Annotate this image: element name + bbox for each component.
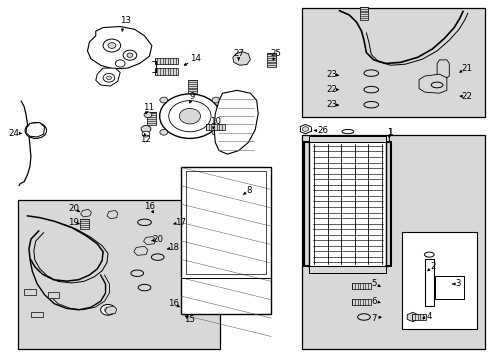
Polygon shape: [214, 90, 258, 154]
Circle shape: [144, 112, 152, 118]
Text: 16: 16: [143, 202, 155, 211]
Polygon shape: [407, 312, 417, 321]
Text: 22: 22: [460, 92, 471, 101]
Text: 3: 3: [454, 279, 460, 288]
Polygon shape: [147, 112, 156, 125]
Bar: [309, 266, 386, 273]
Text: 13: 13: [119, 16, 130, 25]
Circle shape: [212, 130, 220, 135]
Circle shape: [123, 50, 137, 60]
Circle shape: [160, 130, 167, 135]
Text: 26: 26: [316, 126, 327, 135]
Bar: [181, 167, 271, 315]
Bar: [309, 140, 386, 268]
Text: 2: 2: [429, 262, 435, 271]
Text: 4: 4: [426, 312, 432, 321]
Text: 21: 21: [460, 64, 471, 73]
Text: 23: 23: [326, 100, 337, 109]
Circle shape: [104, 307, 111, 312]
Circle shape: [127, 53, 133, 57]
Text: 20: 20: [152, 235, 163, 244]
Polygon shape: [436, 60, 448, 78]
Circle shape: [159, 94, 220, 138]
Text: 20: 20: [68, 204, 79, 213]
Circle shape: [115, 60, 125, 67]
Circle shape: [302, 127, 308, 131]
Text: 19: 19: [68, 218, 79, 227]
Polygon shape: [155, 68, 178, 75]
Bar: [185, 171, 266, 274]
Polygon shape: [143, 237, 156, 244]
Polygon shape: [80, 219, 89, 229]
Polygon shape: [31, 312, 43, 318]
Circle shape: [160, 97, 167, 103]
Polygon shape: [134, 246, 148, 255]
Text: 10: 10: [209, 117, 220, 126]
Polygon shape: [266, 53, 275, 67]
Text: 27: 27: [233, 49, 244, 58]
Circle shape: [101, 305, 115, 315]
Text: 9: 9: [189, 92, 195, 101]
Text: 25: 25: [270, 49, 281, 58]
Polygon shape: [187, 81, 196, 93]
Bar: [424, 259, 433, 306]
Circle shape: [106, 76, 111, 80]
Circle shape: [103, 73, 115, 82]
Text: 14: 14: [190, 54, 201, 63]
Text: 15: 15: [184, 315, 195, 324]
Text: 7: 7: [370, 314, 376, 323]
Text: 23: 23: [326, 70, 337, 79]
Polygon shape: [107, 211, 118, 219]
Polygon shape: [26, 123, 44, 137]
Polygon shape: [24, 289, 36, 295]
Polygon shape: [81, 210, 91, 217]
Circle shape: [212, 97, 220, 103]
Polygon shape: [105, 306, 117, 315]
Bar: [434, 276, 463, 300]
Circle shape: [25, 123, 46, 138]
Polygon shape: [205, 124, 224, 130]
Circle shape: [142, 131, 150, 137]
Polygon shape: [418, 74, 446, 93]
Bar: [302, 135, 484, 348]
Text: 1: 1: [386, 128, 391, 137]
Polygon shape: [96, 68, 120, 86]
Polygon shape: [232, 51, 250, 65]
Polygon shape: [155, 58, 178, 64]
Circle shape: [141, 126, 151, 133]
Circle shape: [31, 127, 41, 134]
Polygon shape: [351, 283, 370, 289]
Text: 22: 22: [326, 85, 337, 94]
Circle shape: [168, 100, 211, 132]
Text: 24: 24: [8, 129, 20, 138]
Text: 6: 6: [370, 297, 376, 306]
Text: 5: 5: [370, 279, 376, 288]
Polygon shape: [411, 314, 425, 320]
Text: 8: 8: [246, 186, 252, 195]
Circle shape: [108, 42, 116, 48]
Text: 18: 18: [168, 243, 179, 252]
Bar: [302, 8, 484, 117]
Polygon shape: [351, 299, 370, 305]
Bar: [401, 232, 476, 329]
Bar: [309, 136, 386, 142]
Polygon shape: [87, 27, 152, 69]
Polygon shape: [359, 7, 367, 19]
Text: 17: 17: [174, 218, 185, 227]
Circle shape: [103, 39, 121, 52]
Bar: [18, 200, 220, 348]
Polygon shape: [47, 292, 59, 298]
Circle shape: [179, 108, 200, 124]
Text: 1: 1: [386, 128, 391, 137]
Text: 12: 12: [140, 135, 151, 144]
Text: 16: 16: [168, 299, 179, 308]
Text: 11: 11: [142, 103, 154, 112]
